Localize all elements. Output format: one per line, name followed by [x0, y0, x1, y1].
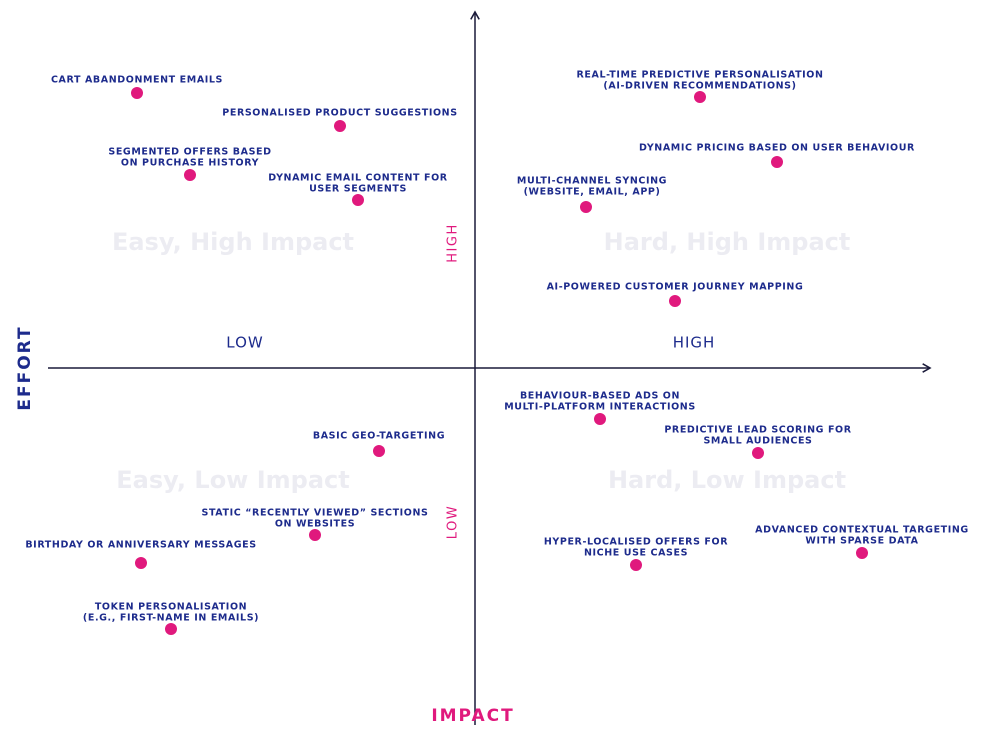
- y-high-label: HIGH: [446, 223, 461, 262]
- item-dot: [694, 91, 706, 103]
- item-label: SMALL AUDIENCES: [703, 436, 812, 447]
- item: REAL-TIME PREDICTIVE PERSONALISATION(AI-…: [576, 70, 823, 103]
- item: TOKEN PERSONALISATION(E.G., FIRST-NAME I…: [83, 602, 259, 635]
- item-label: ADVANCED CONTEXTUAL TARGETING: [755, 525, 969, 536]
- item-label: MULTI-PLATFORM INTERACTIONS: [504, 402, 696, 413]
- quadrant-label: Hard, High Impact: [604, 228, 851, 256]
- item: DYNAMIC PRICING BASED ON USER BEHAVIOUR: [639, 143, 915, 168]
- quadrant-label: Hard, Low Impact: [608, 466, 846, 494]
- item: AI-POWERED CUSTOMER JOURNEY MAPPING: [547, 282, 804, 307]
- item-label: MULTI-CHANNEL SYNCING: [517, 176, 667, 187]
- item-dot: [752, 447, 764, 459]
- x-axis-title: IMPACT: [431, 706, 514, 726]
- item-label: BEHAVIOUR-BASED ADS ON: [520, 391, 680, 402]
- item-dot: [309, 529, 321, 541]
- item-label: HYPER-LOCALISED OFFERS FOR: [544, 537, 728, 548]
- item-label: NICHE USE CASES: [584, 548, 688, 559]
- item-label: REAL-TIME PREDICTIVE PERSONALISATION: [576, 70, 823, 81]
- item-label: DYNAMIC EMAIL CONTENT FOR: [268, 173, 448, 184]
- item-label: BASIC GEO-TARGETING: [313, 431, 445, 442]
- item-dot: [669, 295, 681, 307]
- item-dot: [165, 623, 177, 635]
- item-label: TOKEN PERSONALISATION: [95, 602, 247, 613]
- item: CART ABANDONMENT EMAILS: [51, 75, 223, 99]
- item-label: PREDICTIVE LEAD SCORING FOR: [664, 425, 851, 436]
- item-dot: [135, 557, 147, 569]
- item-dot: [630, 559, 642, 571]
- item: BIRTHDAY OR ANNIVERSARY MESSAGES: [25, 540, 256, 569]
- item: PERSONALISED PRODUCT SUGGESTIONS: [222, 108, 457, 132]
- item-label: ON WEBSITES: [275, 519, 355, 530]
- item-label: ON PURCHASE HISTORY: [121, 158, 259, 169]
- item-dot: [352, 194, 364, 206]
- item-label: DYNAMIC PRICING BASED ON USER BEHAVIOUR: [639, 143, 915, 154]
- item-label: SEGMENTED OFFERS BASED: [108, 147, 271, 158]
- item-label: (E.G., FIRST-NAME IN EMAILS): [83, 613, 259, 624]
- item: MULTI-CHANNEL SYNCING(WEBSITE, EMAIL, AP…: [517, 176, 667, 213]
- item-label: USER SEGMENTS: [309, 184, 407, 195]
- item: BASIC GEO-TARGETING: [313, 431, 445, 457]
- item-dot: [334, 120, 346, 132]
- item-dot: [594, 413, 606, 425]
- item-dot: [856, 547, 868, 559]
- item-label: CART ABANDONMENT EMAILS: [51, 75, 223, 86]
- x-high-label: HIGH: [673, 334, 716, 352]
- item-dot: [131, 87, 143, 99]
- quadrant-label: Easy, Low Impact: [116, 466, 349, 494]
- item-label: (AI-DRIVEN RECOMMENDATIONS): [603, 81, 796, 92]
- quadrant-label: Easy, High Impact: [112, 228, 354, 256]
- item-label: STATIC “RECENTLY VIEWED” SECTIONS: [202, 508, 429, 519]
- y-axis-title: EFFORT: [15, 325, 35, 410]
- y-low-label: LOW: [446, 505, 461, 539]
- item-dot: [771, 156, 783, 168]
- item-label: (WEBSITE, EMAIL, APP): [524, 187, 661, 198]
- item-dot: [373, 445, 385, 457]
- x-low-label: LOW: [226, 334, 263, 352]
- item-dot: [580, 201, 592, 213]
- item-label: BIRTHDAY OR ANNIVERSARY MESSAGES: [25, 540, 256, 551]
- item-dot: [184, 169, 196, 181]
- item-label: AI-POWERED CUSTOMER JOURNEY MAPPING: [547, 282, 804, 293]
- item-label: WITH SPARSE DATA: [805, 536, 918, 547]
- item-label: PERSONALISED PRODUCT SUGGESTIONS: [222, 108, 457, 119]
